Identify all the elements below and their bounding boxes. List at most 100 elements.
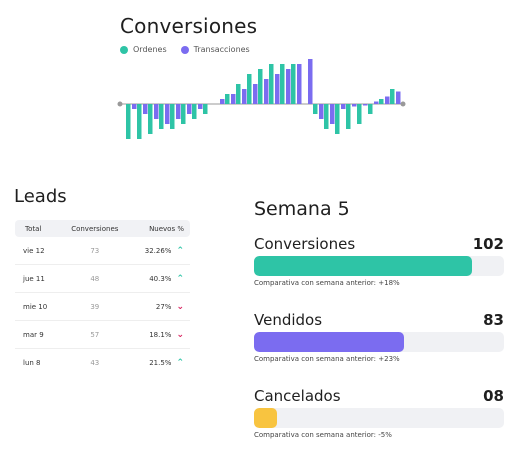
bar-transacciones-25[interactable] xyxy=(396,91,401,105)
table-row[interactable]: mar 9 57 18.1% ⌄ xyxy=(15,320,190,349)
table-row[interactable]: lun 8 43 21.5% ⌃ xyxy=(15,349,190,377)
bar-ordenes-19[interactable] xyxy=(324,104,329,129)
metric-value: 102 xyxy=(472,235,504,253)
bar-transacciones-11[interactable] xyxy=(242,89,247,104)
row-new-pct: 32.26% ⌃ xyxy=(129,237,190,265)
metric-value: 83 xyxy=(483,311,504,329)
row-conversions: 43 xyxy=(90,358,100,367)
bar-ordenes-12[interactable] xyxy=(247,74,252,104)
row-day: jue 11 xyxy=(15,264,60,293)
baseline-endpoint xyxy=(117,101,123,107)
row-conversions: 48 xyxy=(59,264,130,293)
comparison-text: Comparativa con semana anterior: +18% xyxy=(254,279,400,287)
row-conversions: 73 xyxy=(59,237,130,265)
bar-transacciones-24[interactable] xyxy=(385,96,390,105)
bar-transacciones-22[interactable] xyxy=(363,104,368,106)
bar-transacciones-9[interactable] xyxy=(220,99,225,104)
bar-transacciones-6[interactable] xyxy=(187,104,192,114)
bar-ordenes-3[interactable] xyxy=(148,104,153,134)
table-row[interactable]: mie 10 39 27% ⌄ xyxy=(15,292,190,321)
bar-transacciones-18[interactable] xyxy=(319,104,324,119)
legend-label-transacciones: Transacciones xyxy=(193,45,250,54)
metric-label: Conversiones xyxy=(254,235,356,253)
bar-ordenes-20[interactable] xyxy=(335,104,340,134)
bar-ordenes-7[interactable] xyxy=(192,104,197,119)
bar-transacciones-23[interactable] xyxy=(374,101,379,105)
baseline-endpoint xyxy=(400,101,406,107)
bar-transacciones-3[interactable] xyxy=(154,104,159,119)
metric-cancelados: Cancelados 08 Comparativa con semana ant… xyxy=(254,385,504,439)
column-header-conversiones[interactable]: Conversiones xyxy=(59,220,130,237)
row-day: vie 12 xyxy=(15,237,60,265)
trend-down-icon: ⌄ xyxy=(176,301,184,312)
bar-ordenes-2[interactable] xyxy=(137,104,142,139)
progress-track xyxy=(254,408,504,428)
trend-up-icon: ⌃ xyxy=(176,273,184,284)
bar-ordenes-5[interactable] xyxy=(170,104,175,129)
bar-transacciones-4[interactable] xyxy=(165,104,170,124)
comparison-text: Comparativa con semana anterior: +23% xyxy=(254,355,400,363)
bar-ordenes-11[interactable] xyxy=(236,84,241,104)
bar-transacciones-20[interactable] xyxy=(341,104,346,109)
metric-value: 08 xyxy=(483,387,504,405)
legend-label-ordenes: Ordenes xyxy=(133,45,167,54)
bar-ordenes-14[interactable] xyxy=(269,64,274,104)
bar-transacciones-15[interactable] xyxy=(286,69,291,104)
leads-table: Total Conversiones Nuevos % vie 12 73 32.2… xyxy=(15,220,190,376)
bar-ordenes-25[interactable] xyxy=(390,89,395,104)
row-pct-value: 32.26% xyxy=(144,246,172,255)
row-day: mie 10 xyxy=(15,292,60,321)
bar-transacciones-5[interactable] xyxy=(176,104,181,119)
metric-label: Vendidos xyxy=(254,311,323,329)
progress-fill xyxy=(254,408,277,428)
progress-fill xyxy=(254,332,404,352)
bar-ordenes-24[interactable] xyxy=(379,99,384,104)
bar-transacciones-2[interactable] xyxy=(143,104,148,114)
chart-title: Conversiones xyxy=(120,14,258,38)
bar-transacciones-1[interactable] xyxy=(132,104,137,109)
table-row[interactable]: jue 11 48 40.3% ⌃ xyxy=(15,264,190,293)
bar-ordenes-13[interactable] xyxy=(258,69,263,104)
bar-ordenes-1[interactable] xyxy=(126,104,131,139)
row-new-pct: 40.3% ⌃ xyxy=(129,264,190,293)
progress-track xyxy=(254,256,504,276)
bar-ordenes-23[interactable] xyxy=(368,104,373,114)
legend-dot-ordenes xyxy=(120,45,128,54)
leads-title: Leads xyxy=(14,186,67,207)
progress-track xyxy=(254,332,504,352)
column-header-nuevos[interactable]: Nuevos % xyxy=(129,220,190,237)
table-row[interactable]: vie 12 73 32.26% ⌃ xyxy=(15,237,190,265)
row-pct-value: 27% xyxy=(155,302,172,311)
legend-item-transacciones[interactable]: Transacciones xyxy=(180,45,250,54)
bar-ordenes-6[interactable] xyxy=(181,104,186,124)
bar-transacciones-19[interactable] xyxy=(330,104,335,124)
bar-transacciones-14[interactable] xyxy=(275,74,280,104)
bar-ordenes-15[interactable] xyxy=(280,64,285,104)
bar-ordenes-16[interactable] xyxy=(291,64,296,104)
bar-transacciones-7[interactable] xyxy=(198,104,203,109)
bar-transacciones-16[interactable] xyxy=(297,64,302,104)
bar-transacciones-10[interactable] xyxy=(231,94,236,104)
bar-ordenes-22[interactable] xyxy=(357,104,362,124)
trend-up-icon: ⌃ xyxy=(176,357,184,368)
bar-ordenes-10[interactable] xyxy=(225,94,230,104)
bar-transacciones-21[interactable] xyxy=(352,104,357,107)
bar-ordenes-8[interactable] xyxy=(203,104,208,114)
table-header-row: Total Conversiones Nuevos % xyxy=(15,220,190,237)
metric-label: Cancelados xyxy=(254,387,341,405)
bar-ordenes-21[interactable] xyxy=(346,104,351,129)
row-new-pct: 21.5% ⌃ xyxy=(130,349,190,377)
metric-vendidos: Vendidos 83 Comparativa con semana anter… xyxy=(254,309,504,363)
row-pct-value: 21.5% xyxy=(149,358,172,367)
comparison-text: Comparativa con semana anterior: -5% xyxy=(254,431,392,439)
column-header-total[interactable]: Total xyxy=(15,220,60,237)
bar-ordenes-18[interactable] xyxy=(313,104,318,114)
bar-transacciones-12[interactable] xyxy=(253,84,258,104)
bar-transacciones-17[interactable] xyxy=(308,59,313,104)
row-new-pct: 18.1% ⌄ xyxy=(129,320,190,349)
legend-item-ordenes[interactable]: Ordenes xyxy=(120,45,167,54)
row-pct-value: 40.3% xyxy=(149,274,172,283)
trend-up-icon: ⌃ xyxy=(176,245,184,256)
bar-ordenes-4[interactable] xyxy=(159,104,164,129)
bar-transacciones-13[interactable] xyxy=(264,79,269,104)
